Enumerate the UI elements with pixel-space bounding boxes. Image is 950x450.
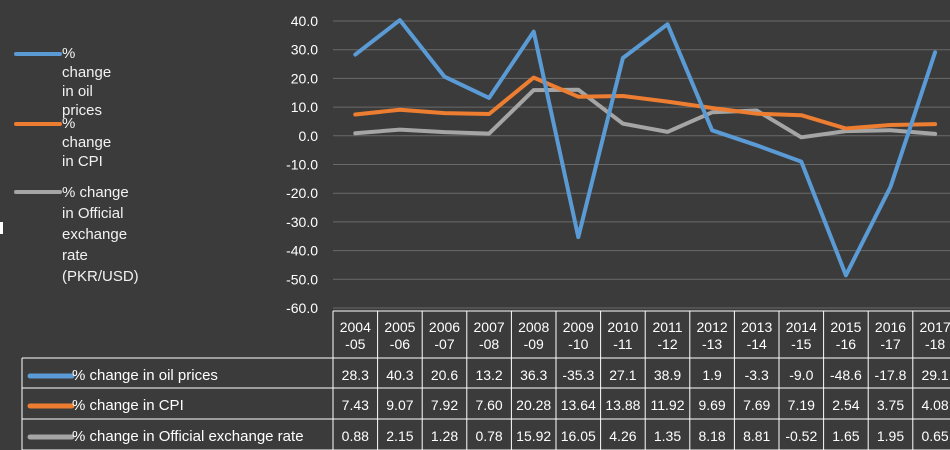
data-label: 1.65 [832,428,859,444]
legend-swatch-cpi [14,122,62,126]
data-label: 7.92 [431,397,458,413]
series-line-1 [353,75,938,131]
data-label: -48.6 [830,367,862,383]
y-tick-label: -30.0 [286,214,318,230]
category-label: 2011 -12 [652,319,682,352]
category-label: 2010 -11 [607,319,638,352]
data-label: 7.69 [743,397,770,413]
category-label: 2014 -15 [786,319,817,352]
y-tick-label: 40.0 [291,13,318,29]
y-tick-label: 30.0 [291,42,318,58]
y-tick-label: 0.0 [299,128,319,144]
data-label: 3.75 [877,397,904,413]
data-label: 38.9 [654,367,681,383]
edge-mark [0,222,3,234]
data-label: 29.1 [921,367,948,383]
series-line-2 [353,87,938,140]
data-label: 7.43 [342,397,369,413]
data-label: 20.28 [516,397,551,413]
category-label: 2015 -16 [830,319,861,352]
y-tick-label: 10.0 [291,99,318,115]
y-tick-label: -50.0 [286,271,318,287]
data-label: 15.92 [516,428,551,444]
data-label: 0.88 [342,428,369,444]
category-label: 2006 -07 [429,319,460,352]
category-label: 2007 -08 [474,319,505,352]
category-label: 2009 -10 [563,319,594,352]
data-label: 1.9 [702,367,722,383]
data-label: 0.78 [475,428,502,444]
data-label: 13.88 [605,397,640,413]
data-label: 1.28 [431,428,458,444]
y-tick-label: -20.0 [286,185,318,201]
y-tick-label: 20.0 [291,70,318,86]
data-label: 0.65 [921,428,948,444]
data-label: 13.64 [561,397,596,413]
series-line-0 [353,18,938,278]
data-label: -35.3 [562,367,594,383]
data-label: 28.3 [342,367,369,383]
data-label: 4.08 [921,397,948,413]
data-label: 8.81 [743,428,770,444]
table-series-label: % change in Official exchange rate [72,428,304,445]
data-label: -9.0 [789,367,813,383]
data-label: 4.26 [609,428,636,444]
legend-label-cpi: % change in CPI [62,115,112,170]
data-label: -3.3 [745,367,769,383]
y-tick-label: -40.0 [286,243,318,259]
category-label: 2004 -05 [340,319,371,352]
data-label: 9.07 [386,397,413,413]
data-label: -0.52 [785,428,817,444]
data-label: 1.35 [654,428,681,444]
data-label: 36.3 [520,367,547,383]
data-label: 2.54 [832,397,859,413]
legend-label-exchange: % change in Official exchange rate (PKR/… [62,184,139,285]
category-label: 2008 -09 [518,319,549,352]
category-label: 2013 -14 [741,319,772,352]
data-label: 9.69 [698,397,725,413]
legend-swatch-exchange [14,190,62,194]
y-tick-label: -10.0 [286,157,318,173]
data-label: 27.1 [609,367,636,383]
category-label: 2005 -06 [384,319,415,352]
data-label: 20.6 [431,367,458,383]
table-series-label: % change in CPI [72,397,184,414]
data-label: 40.3 [386,367,413,383]
legend-label-oil: % change in oil prices [62,45,112,119]
data-label: 2.15 [386,428,413,444]
data-label: 1.95 [877,428,904,444]
data-label: 11.92 [651,397,685,413]
data-label: 16.05 [561,428,596,444]
category-label: 2016 -17 [875,319,906,352]
category-label: 2017 -18 [920,319,950,352]
data-label: 13.2 [475,367,502,383]
data-label: 8.18 [698,428,725,444]
data-label: -17.8 [875,367,907,383]
category-label: 2012 -13 [697,319,728,352]
data-label: 7.19 [788,397,815,413]
data-label: 7.60 [475,397,502,413]
y-tick-label: -60.0 [286,300,318,316]
legend-swatch-oil [14,52,62,56]
table-series-label: % change in oil prices [72,367,218,384]
